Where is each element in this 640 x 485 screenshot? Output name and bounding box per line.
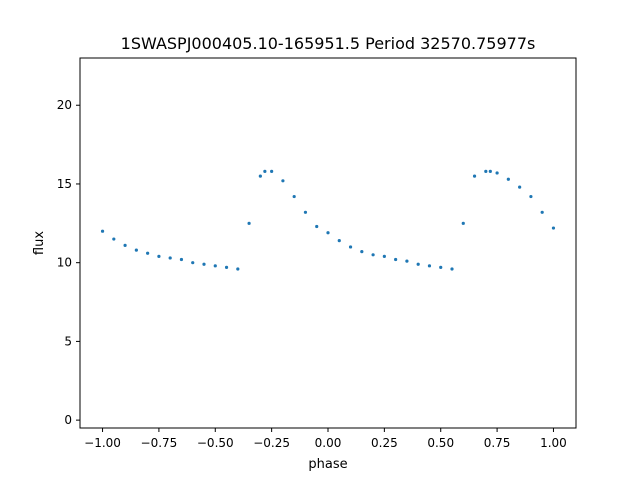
data-point bbox=[416, 262, 420, 266]
data-point bbox=[202, 262, 206, 266]
data-point bbox=[146, 251, 150, 255]
data-point bbox=[405, 259, 409, 263]
data-point bbox=[529, 194, 533, 199]
data-point bbox=[179, 257, 184, 262]
data-point bbox=[461, 221, 465, 225]
data-point bbox=[439, 265, 443, 269]
x-tick-label: −0.75 bbox=[141, 436, 178, 450]
data-point bbox=[382, 254, 386, 258]
data-point bbox=[472, 174, 477, 178]
x-axis: −1.00 −0.75 −0.50 −0.25 0.00 0.25 0.50 0.75 1.00 bbox=[84, 428, 567, 450]
chart-title: 1SWASPJ000405.10-165951.5 Period 32570.7… bbox=[121, 34, 536, 53]
data-point bbox=[224, 265, 229, 269]
data-point bbox=[168, 256, 172, 260]
data-point bbox=[326, 231, 330, 235]
data-point bbox=[213, 264, 217, 268]
y-axis: 0 5 10 15 20 bbox=[57, 98, 80, 427]
y-tick-label: 0 bbox=[64, 413, 72, 427]
data-point bbox=[281, 179, 285, 183]
data-point bbox=[348, 245, 353, 249]
data-point bbox=[495, 171, 499, 175]
data-point bbox=[100, 229, 105, 233]
x-tick-label: −0.50 bbox=[197, 436, 234, 450]
x-tick-label: 0.00 bbox=[315, 436, 342, 450]
data-point bbox=[551, 226, 556, 230]
data-point bbox=[191, 261, 195, 265]
data-point bbox=[360, 250, 364, 254]
y-axis-label: flux bbox=[32, 231, 47, 255]
data-point bbox=[303, 210, 308, 214]
y-tick-label: 20 bbox=[57, 98, 72, 112]
data-point bbox=[270, 169, 274, 173]
data-point bbox=[315, 224, 319, 229]
data-point bbox=[394, 257, 398, 262]
data-point bbox=[371, 253, 375, 257]
data-point bbox=[123, 243, 127, 247]
x-axis-label: phase bbox=[308, 457, 347, 472]
data-point bbox=[540, 210, 544, 214]
y-tick-label: 10 bbox=[57, 256, 72, 270]
data-point bbox=[427, 264, 432, 268]
data-point bbox=[292, 194, 296, 199]
data-point bbox=[488, 169, 492, 173]
data-point bbox=[450, 267, 454, 271]
data-point bbox=[263, 169, 267, 173]
x-tick-label: 1.00 bbox=[540, 436, 567, 450]
data-point bbox=[484, 169, 488, 173]
scatter-points bbox=[100, 169, 556, 271]
x-tick-label: 0.50 bbox=[427, 436, 454, 450]
data-point bbox=[134, 248, 138, 252]
y-tick-label: 5 bbox=[64, 334, 72, 348]
x-tick-label: 0.75 bbox=[484, 436, 511, 450]
data-point bbox=[506, 177, 510, 181]
x-tick-label: 0.25 bbox=[371, 436, 398, 450]
data-point bbox=[157, 254, 161, 258]
data-point bbox=[236, 267, 240, 271]
data-point bbox=[258, 174, 262, 178]
x-tick-label: −0.25 bbox=[253, 436, 290, 450]
data-point bbox=[518, 185, 522, 189]
data-point bbox=[337, 239, 341, 243]
data-point bbox=[247, 221, 251, 225]
y-tick-label: 15 bbox=[57, 177, 72, 191]
x-tick-label: −1.00 bbox=[84, 436, 121, 450]
data-point bbox=[112, 237, 116, 241]
